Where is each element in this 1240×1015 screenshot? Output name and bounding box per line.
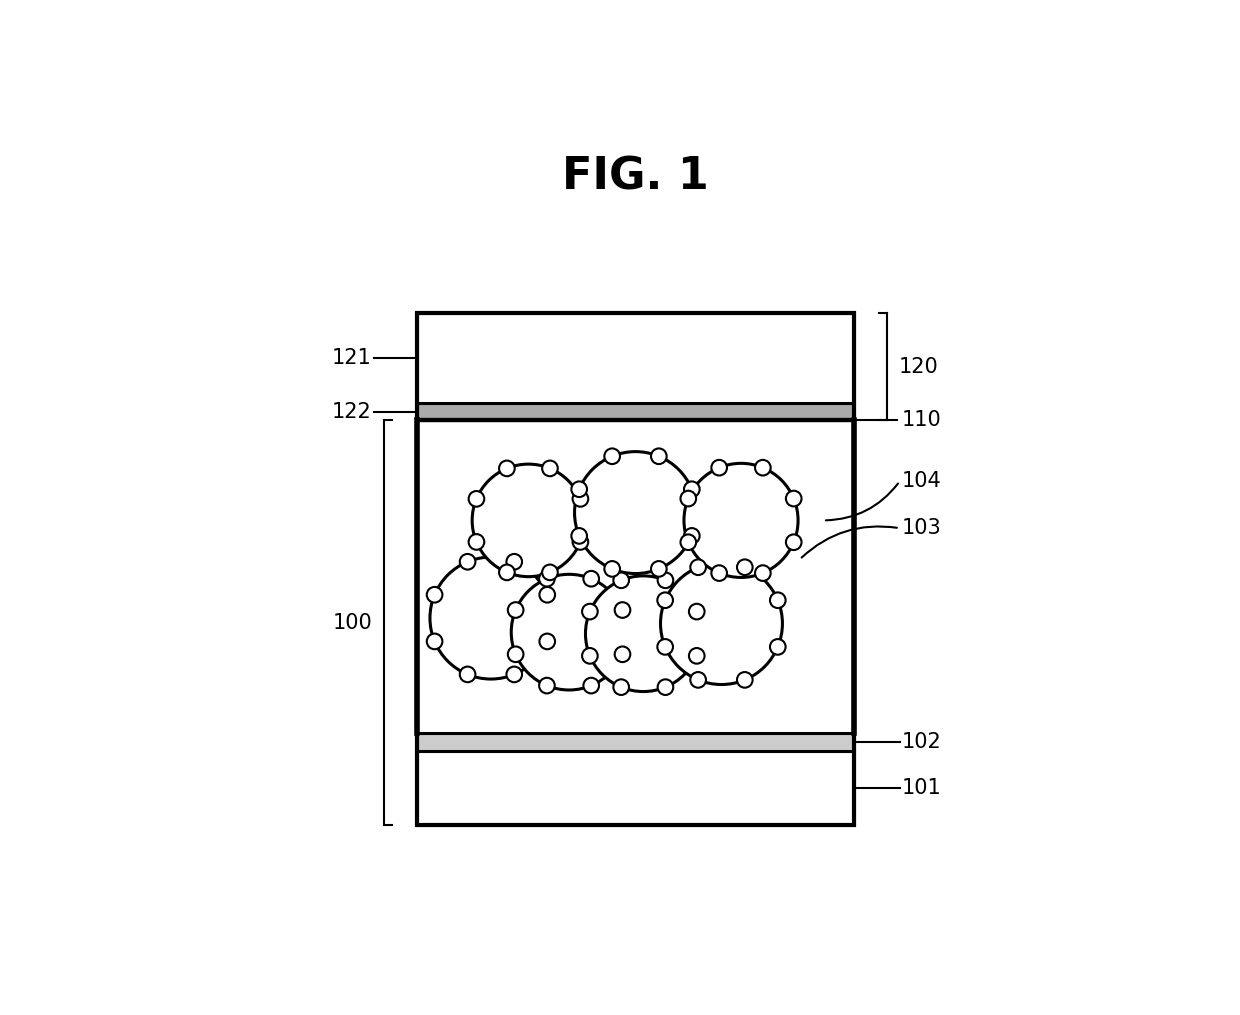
Circle shape	[755, 460, 770, 475]
Circle shape	[712, 460, 727, 475]
Circle shape	[684, 481, 699, 497]
Circle shape	[689, 604, 704, 619]
Circle shape	[585, 576, 701, 691]
Circle shape	[542, 461, 558, 476]
Circle shape	[661, 562, 782, 684]
Bar	[417, 751, 854, 825]
Text: 102: 102	[901, 732, 941, 752]
Circle shape	[604, 561, 620, 577]
Circle shape	[511, 574, 627, 690]
Circle shape	[460, 554, 475, 569]
Circle shape	[572, 528, 587, 544]
Circle shape	[691, 559, 706, 576]
Bar	[417, 314, 854, 420]
Circle shape	[506, 667, 522, 682]
Circle shape	[573, 534, 588, 550]
Circle shape	[684, 463, 799, 578]
Bar	[417, 314, 854, 403]
Circle shape	[572, 481, 587, 497]
Text: 120: 120	[899, 357, 939, 377]
Circle shape	[539, 633, 556, 650]
Circle shape	[689, 648, 704, 664]
Circle shape	[651, 561, 667, 577]
Text: 104: 104	[901, 471, 941, 491]
Text: 103: 103	[901, 519, 941, 538]
Circle shape	[786, 535, 801, 550]
Circle shape	[583, 678, 599, 693]
Text: 121: 121	[331, 348, 371, 368]
Circle shape	[574, 452, 697, 573]
Circle shape	[657, 639, 673, 655]
Circle shape	[508, 647, 523, 662]
Circle shape	[681, 535, 696, 550]
Circle shape	[573, 491, 588, 506]
Circle shape	[615, 647, 630, 662]
Circle shape	[770, 593, 786, 608]
Circle shape	[583, 570, 599, 587]
Circle shape	[657, 679, 673, 695]
Circle shape	[469, 491, 485, 506]
Circle shape	[614, 679, 629, 695]
Text: 101: 101	[901, 779, 941, 798]
Circle shape	[427, 633, 443, 650]
Circle shape	[712, 565, 727, 581]
Circle shape	[427, 587, 443, 603]
Circle shape	[539, 678, 554, 693]
Bar	[417, 733, 854, 751]
Circle shape	[755, 565, 770, 581]
Circle shape	[691, 672, 706, 688]
Text: 100: 100	[332, 613, 372, 632]
Text: 122: 122	[331, 402, 371, 422]
Bar	[417, 420, 854, 825]
Circle shape	[582, 648, 598, 664]
Text: 110: 110	[901, 410, 941, 430]
Circle shape	[472, 464, 585, 577]
Circle shape	[498, 564, 515, 581]
Circle shape	[539, 570, 554, 587]
Bar	[417, 403, 854, 420]
Text: FIG. 1: FIG. 1	[562, 155, 709, 198]
Circle shape	[657, 572, 673, 588]
Circle shape	[460, 667, 475, 682]
Circle shape	[615, 602, 630, 618]
Circle shape	[604, 449, 620, 464]
Circle shape	[737, 672, 753, 688]
Circle shape	[770, 639, 786, 655]
Circle shape	[684, 528, 699, 544]
Circle shape	[786, 490, 801, 506]
Circle shape	[508, 602, 523, 618]
Circle shape	[469, 534, 485, 550]
Circle shape	[681, 490, 696, 506]
Circle shape	[582, 604, 598, 619]
Circle shape	[542, 564, 558, 581]
Circle shape	[539, 587, 556, 603]
Circle shape	[614, 572, 629, 588]
Circle shape	[506, 554, 522, 569]
Circle shape	[737, 559, 753, 576]
Circle shape	[651, 449, 667, 464]
Circle shape	[430, 557, 552, 679]
Bar	[417, 420, 854, 733]
Circle shape	[498, 461, 515, 476]
Circle shape	[657, 593, 673, 608]
